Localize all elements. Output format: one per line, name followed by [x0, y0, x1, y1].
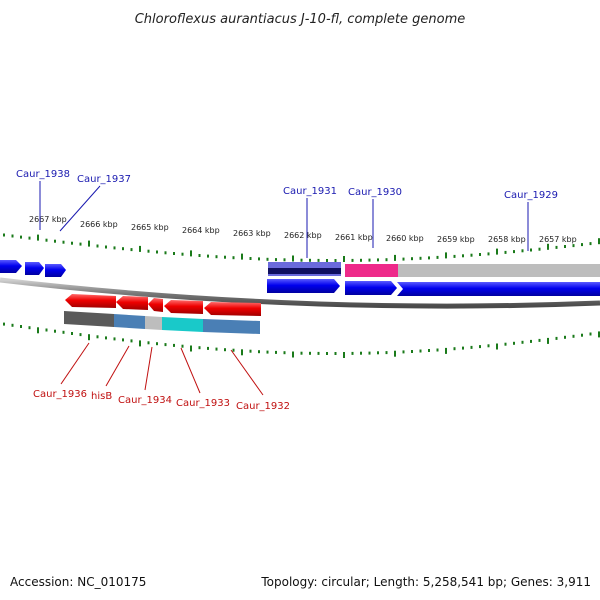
tick-ruler-top: [3, 233, 600, 262]
label-leader: [230, 349, 264, 396]
gene-labels-top: Caur_1938 Caur_1937 Caur_1931 Caur_1930 …: [16, 169, 558, 258]
tick-label: 2658 kbp: [488, 235, 526, 244]
gene-label[interactable]: Caur_1936: [33, 389, 87, 400]
cog-track-reverse: [64, 311, 260, 334]
gene-arrow-forward[interactable]: [267, 279, 340, 293]
cog-bar: [64, 311, 114, 327]
gene-label[interactable]: Caur_1933: [176, 398, 230, 409]
genome-backbone: [0, 277, 600, 309]
label-leader: [180, 347, 201, 394]
tick-label: 2659 kbp: [437, 235, 475, 244]
gene-arrow-reverse[interactable]: [65, 294, 116, 308]
cog-bar: [268, 268, 341, 274]
tick-label: 2666 kbp: [80, 220, 118, 229]
cog-bar: [345, 264, 398, 277]
gene-arrow-reverse[interactable]: [116, 296, 148, 310]
tick-label: 2664 kbp: [182, 226, 220, 235]
gene-arrow-reverse[interactable]: [148, 298, 163, 312]
gene-arrow-forward[interactable]: [0, 260, 22, 273]
label-leader: [144, 346, 153, 391]
cog-bar: [162, 317, 203, 332]
label-leader: [59, 185, 101, 232]
tick-label: 2660 kbp: [386, 234, 424, 243]
tick-ruler-bottom: [3, 322, 600, 358]
gene-label[interactable]: Caur_1932: [236, 401, 290, 412]
genome-summary-text: Topology: circular; Length: 5,258,541 bp…: [260, 575, 591, 589]
gene-arrow-reverse[interactable]: [204, 302, 261, 316]
gene-arrow-forward[interactable]: [397, 282, 600, 296]
cog-bar: [114, 314, 145, 329]
accession-text: Accession: NC_010175: [10, 575, 146, 589]
cog-track-forward: [268, 262, 600, 277]
genes-reverse: [65, 294, 261, 316]
gene-label[interactable]: Caur_1934: [118, 395, 172, 406]
tick-label: 2662 kbp: [284, 231, 322, 240]
gene-arrow-forward[interactable]: [345, 281, 397, 295]
tick-label: 2667 kbp: [29, 215, 67, 224]
tick-label: 2663 kbp: [233, 229, 271, 238]
cog-bar: [145, 316, 162, 330]
tick-label: 2657 kbp: [539, 235, 577, 244]
cog-bar: [398, 264, 600, 277]
gene-label[interactable]: Caur_1929: [504, 190, 558, 201]
gene-label[interactable]: Caur_1938: [16, 169, 70, 180]
cog-bar: [203, 319, 260, 334]
gene-labels-bottom: Caur_1936 hisB Caur_1934 Caur_1933 Caur_…: [33, 342, 290, 412]
tick-labels: 2667 kbp 2666 kbp 2665 kbp 2664 kbp 2663…: [29, 215, 577, 244]
gene-arrow-reverse[interactable]: [164, 300, 203, 314]
map-title: Chloroflexus aurantiacus J-10-fl, comple…: [135, 12, 466, 27]
tick-label: 2665 kbp: [131, 223, 169, 232]
gene-label[interactable]: Caur_1931: [283, 186, 337, 197]
gene-arrow-forward[interactable]: [45, 264, 66, 277]
label-leader: [105, 345, 130, 387]
gene-label[interactable]: Caur_1937: [77, 174, 131, 185]
tick-label: 2661 kbp: [335, 233, 373, 242]
gene-arrow-forward[interactable]: [25, 262, 44, 275]
label-leader: [60, 342, 90, 385]
gene-label[interactable]: hisB: [91, 391, 112, 402]
genes-forward: [0, 260, 600, 296]
gene-label[interactable]: Caur_1930: [348, 187, 402, 198]
